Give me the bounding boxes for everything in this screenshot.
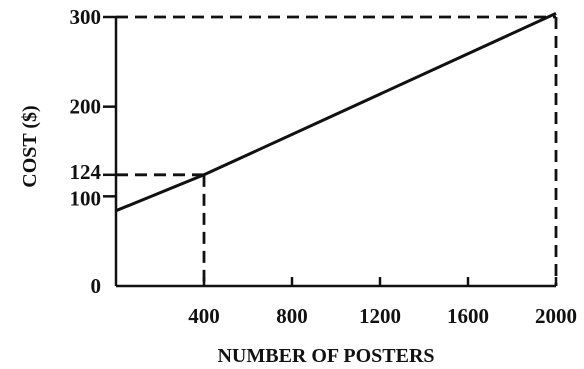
x-axis-title: NUMBER OF POSTERS [217, 345, 434, 367]
y-tick-label-100: 100 [70, 186, 102, 210]
y-axis-title: COST ($) [19, 105, 41, 187]
y-tick-label-200: 200 [70, 95, 102, 119]
x-tick-label-1200: 1200 [359, 304, 401, 328]
y-tick-label-0: 0 [91, 274, 102, 298]
x-tick-label-400: 400 [188, 304, 220, 328]
y-tick-label-300: 300 [70, 5, 102, 29]
series [115, 12, 557, 213]
x-tick-label-1600: 1600 [447, 304, 489, 328]
x-tick-label-800: 800 [276, 304, 308, 328]
series-line-1 [115, 12, 557, 213]
x-tick-label-2000: 2000 [535, 304, 577, 328]
guide-lines [116, 15, 558, 286]
y-tick-label-124: 124 [70, 160, 102, 184]
axes [114, 17, 556, 288]
x-axis-ticks: 400 800 1200 1600 2000 [188, 277, 577, 328]
